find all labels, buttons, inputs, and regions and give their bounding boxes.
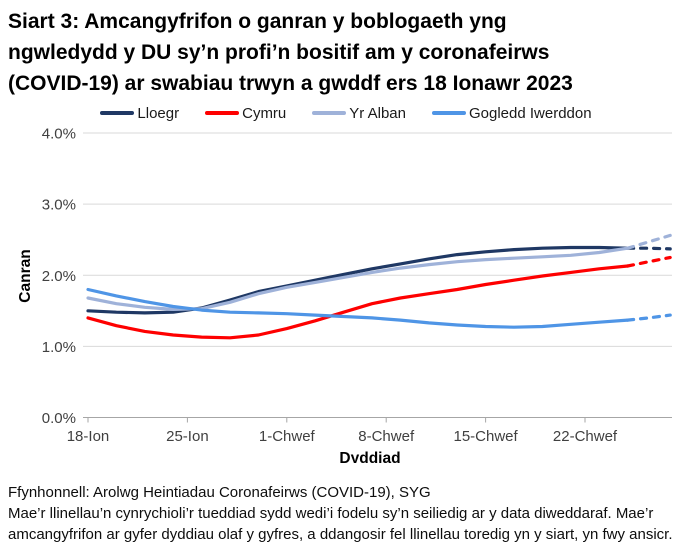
chart-title-line-1: Siart 3: Amcangyfrifon o ganran y boblog… [8,10,507,33]
x-tick-label: 18-Ion [67,428,110,445]
chart-title-line-3: (COVID-19) ar swabiau trwyn a gwddf ers … [8,72,573,95]
line-chart: 0.0% 1.0% 2.0% 3.0% 4.0% 18-Ion 25-Ion 1-Chwef 8… [17,126,672,463]
legend-label-yr-alban: Yr Alban [349,104,406,122]
chart-title: Siart 3: Amcangyfrifon o ganran y boblog… [8,6,688,99]
legend-item-lloegr: Lloegr [100,105,179,122]
x-tick-label: 1-Chwef [259,428,316,445]
y-tick-label: 0.0% [42,410,76,427]
series-line-lloegr [86,245,630,315]
x-tick-label: 25-Ion [166,428,209,445]
chart-footer: Ffynhonnell: Arolwg Heintiadau Coronafei… [8,482,688,545]
x-axis-title: Dyddiad [339,450,400,463]
chart-legend: Lloegr Cymru Yr Alban Gogledd Iwerddon [0,102,692,124]
legend-label-cymru: Cymru [242,104,287,122]
series-line-cymru [86,264,630,340]
y-tick-label: 2.0% [42,268,76,285]
series-line-dashed-cymru [626,255,672,268]
legend-swatch-cymru [205,111,240,115]
chart-title-line-2: ngwledydd y DU sy’n profi’n bositif am y… [8,41,550,64]
y-tick-label: 3.0% [42,197,76,214]
x-tick-label: 8-Chwef [358,428,415,445]
series-line-gogledd-iwerddon [86,287,630,329]
x-tick-label: 22-Chwef [553,428,618,445]
legend-item-gogledd-iwerddon: Gogledd Iwerddon [432,105,592,122]
y-tick-label: 4.0% [42,126,76,143]
series-line-dashed-yr-alban [626,233,672,250]
legend-swatch-gogledd-iwerddon [432,111,466,115]
y-axis-title: Canran [17,249,34,302]
series-line-dashed-gogledd-iwerddon [626,313,672,322]
source-note: Ffynhonnell: Arolwg Heintiadau Coronafei… [8,484,431,501]
series-line-dashed-lloegr [626,246,672,251]
x-tick-label: 15-Chwef [453,428,518,445]
legend-item-yr-alban: Yr Alban [312,105,406,122]
legend-label-lloegr: Lloegr [137,104,180,122]
methodology-note: Mae’r llinellau’n cynrychioli’r tueddiad… [8,505,673,543]
y-tick-label: 1.0% [42,339,76,356]
legend-swatch-yr-alban [312,111,347,115]
legend-item-cymru: Cymru [205,105,286,122]
legend-label-gogledd-iwerddon: Gogledd Iwerddon [469,104,592,122]
legend-swatch-lloegr [100,111,135,115]
series-line-yr-alban [86,246,630,311]
